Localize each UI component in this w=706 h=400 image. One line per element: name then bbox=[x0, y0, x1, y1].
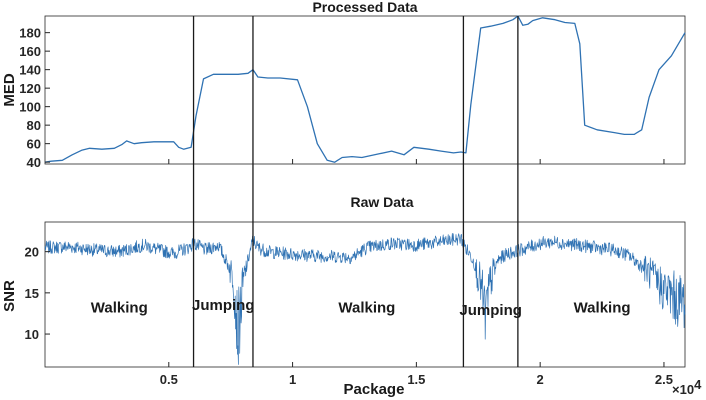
raw-x-tick-label: 1.5 bbox=[407, 372, 425, 387]
raw-y-axis-label: SNR bbox=[1, 280, 18, 312]
processed-y-ticks: 40 60 80 100 120 140 160 180 bbox=[19, 26, 50, 170]
processed-y-tick-label: 40 bbox=[27, 155, 41, 170]
activity-label: Walking bbox=[574, 300, 631, 317]
processed-plot-box bbox=[44, 15, 686, 165]
segment-dividers bbox=[192, 16, 519, 367]
processed-series-group bbox=[44, 15, 686, 163]
raw-series-line bbox=[44, 233, 686, 365]
raw-plot-box bbox=[44, 221, 686, 368]
processed-y-axis-label: MED bbox=[1, 73, 18, 107]
raw-x-axis-label: Package bbox=[344, 381, 405, 398]
activity-label: Jumping bbox=[192, 297, 255, 314]
processed-y-tick-label: 180 bbox=[19, 26, 41, 41]
raw-x-tick-label: 1 bbox=[289, 372, 296, 387]
processed-y-tick-label: 160 bbox=[19, 44, 41, 59]
raw-x-tick-label: 2.5 bbox=[655, 372, 673, 387]
raw-y-tick-label: 15 bbox=[25, 286, 39, 301]
raw-data-panel: Raw Data 10 15 20 0.5 1 1.5 2 2.5 Walking Jumpi… bbox=[1, 159, 702, 398]
raw-y-tick-label: 20 bbox=[25, 245, 39, 260]
raw-x-ticks: 0.5 1 1.5 2 2.5 bbox=[160, 159, 673, 387]
raw-y-ticks: 10 15 20 bbox=[25, 245, 50, 342]
x-multiplier-label: ×104 bbox=[672, 377, 702, 397]
raw-x-tick-label: 2 bbox=[537, 372, 544, 387]
processed-y-tick-label: 80 bbox=[27, 118, 41, 133]
processed-data-title: Processed Data bbox=[312, 0, 417, 15]
activity-label: Walking bbox=[338, 300, 395, 317]
processed-y-tick-label: 60 bbox=[27, 137, 41, 152]
processed-y-tick-label: 100 bbox=[19, 100, 41, 115]
activity-labels: Walking Jumping Walking Jumping Walking bbox=[91, 297, 631, 319]
raw-y-tick-label: 10 bbox=[25, 327, 39, 342]
activity-label: Jumping bbox=[459, 302, 522, 319]
raw-series-group bbox=[44, 233, 686, 365]
raw-data-title: Raw Data bbox=[350, 194, 413, 210]
processed-series-line bbox=[44, 15, 686, 163]
processed-y-tick-label: 140 bbox=[19, 63, 41, 78]
activity-label: Walking bbox=[91, 300, 148, 317]
processed-y-tick-label: 120 bbox=[19, 81, 41, 96]
raw-x-tick-label: 0.5 bbox=[160, 372, 178, 387]
processed-data-panel: Processed Data 40 60 80 100 120 140 160 180 MED bbox=[1, 0, 686, 170]
